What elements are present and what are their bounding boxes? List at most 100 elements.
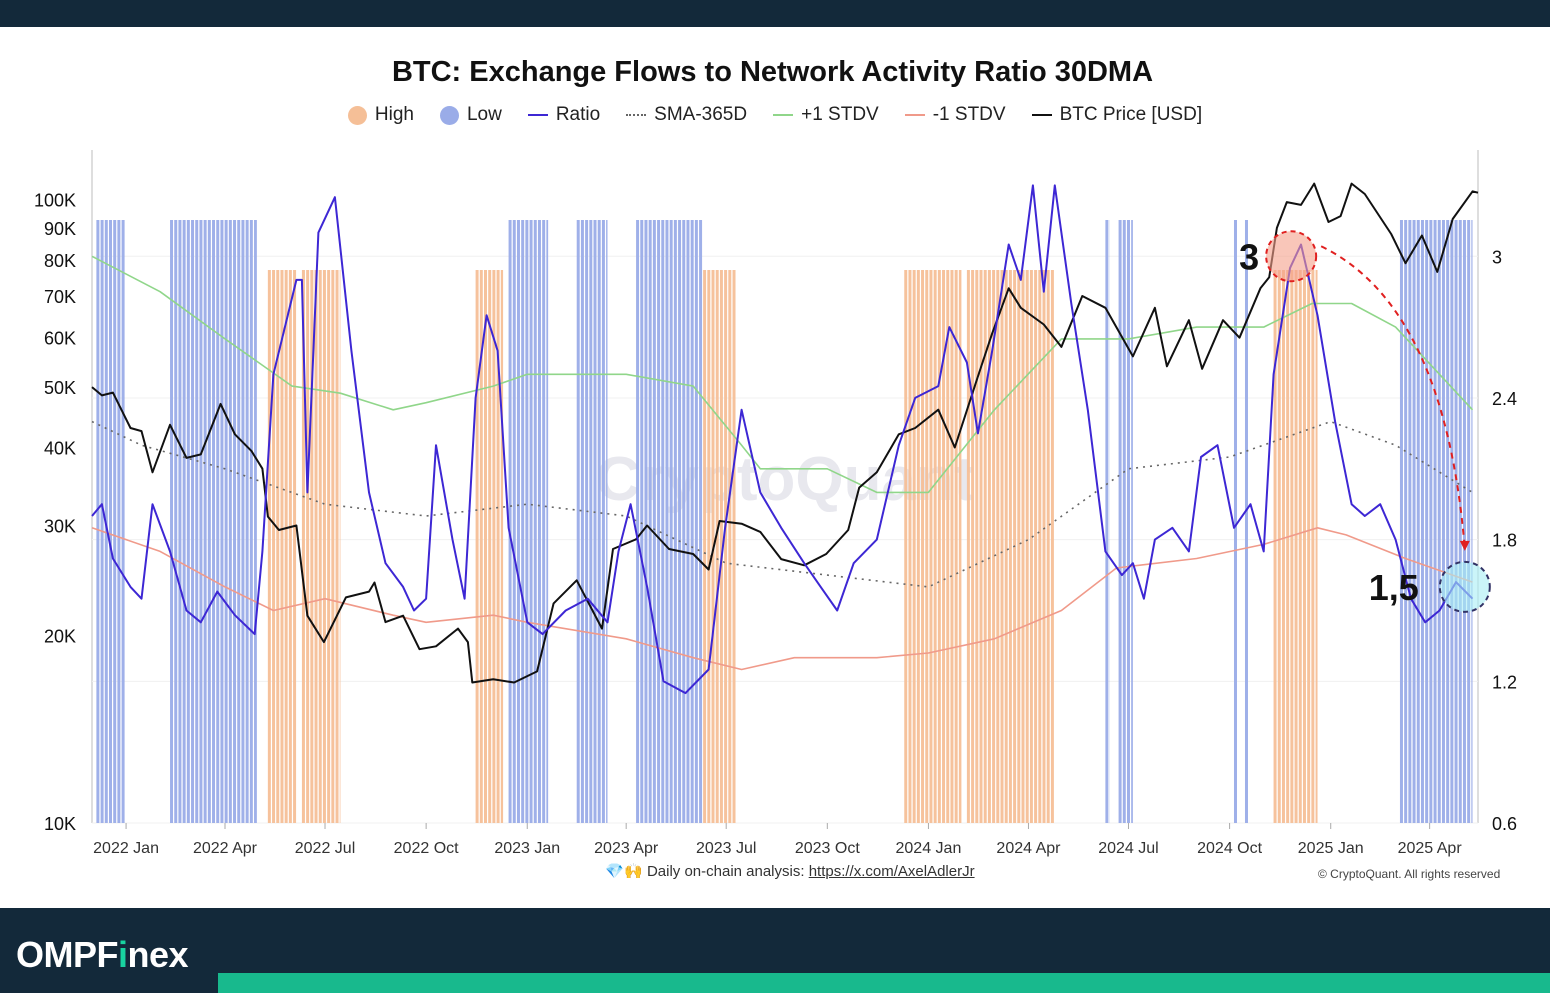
band-stripe — [272, 270, 276, 823]
y-left-tick-label: 80K — [44, 251, 76, 271]
band-stripe — [1412, 220, 1416, 823]
annotation-circle — [1265, 230, 1318, 283]
series-line-sma-365d — [91, 420, 1473, 588]
band-stripe — [1038, 270, 1042, 823]
band-stripe — [912, 270, 916, 823]
band-stripe — [301, 270, 305, 823]
band-low — [1399, 220, 1473, 823]
band-stripe — [1244, 220, 1248, 823]
band-low — [636, 220, 703, 823]
band-stripe — [525, 220, 529, 823]
x-tick-label: 2024 Oct — [1197, 840, 1262, 857]
bottom-accent-bar — [218, 973, 1550, 993]
band-stripe — [293, 270, 297, 823]
band-stripe — [576, 220, 580, 823]
band-stripe — [580, 220, 584, 823]
band-stripe — [1017, 270, 1021, 823]
band-stripe — [191, 220, 195, 823]
legend-item--1-stdv[interactable]: -1 STDV — [904, 104, 1006, 126]
band-stripe — [1462, 220, 1466, 823]
band-stripe — [249, 220, 253, 823]
footer-link[interactable]: https://x.com/AxelAdlerJr — [808, 863, 975, 880]
band-stripe — [542, 220, 546, 823]
band-stripe — [1286, 270, 1290, 823]
band-stripe — [1454, 220, 1458, 823]
band-stripe — [707, 270, 711, 823]
brand-logo[interactable]: OMPFinex — [16, 934, 189, 976]
band-stripe — [306, 270, 310, 823]
x-tick-label: 2025 Jan — [1298, 840, 1364, 857]
band-stripe — [1131, 220, 1133, 823]
band-stripe — [1446, 220, 1450, 823]
y-left-tick-label: 30K — [44, 516, 76, 536]
annotation-label: 3 — [1239, 236, 1259, 277]
legend-item-high[interactable]: High — [347, 104, 414, 126]
legend-item--1-stdv[interactable]: +1 STDV — [773, 104, 879, 126]
band-stripe — [966, 270, 970, 823]
legend-swatch — [347, 105, 367, 125]
band-low — [1233, 220, 1237, 823]
band-stripe — [652, 220, 656, 823]
band-stripe — [1471, 220, 1473, 823]
band-stripe — [479, 270, 483, 823]
band-stripe — [327, 270, 331, 823]
band-low — [1105, 220, 1110, 823]
series-line-ratio — [91, 184, 1474, 695]
y-left-tick-label: 90K — [44, 219, 76, 239]
y-right-tick-label: 1.2 — [1492, 672, 1517, 692]
series-line--1-stdv — [91, 255, 1474, 494]
band-stripe — [1021, 270, 1025, 823]
band-high — [904, 270, 962, 823]
band-stripe — [488, 270, 492, 823]
band-stripe — [1000, 270, 1004, 823]
band-stripe — [942, 270, 946, 823]
band-stripe — [996, 270, 1000, 823]
y-left-tick-label: 50K — [44, 378, 76, 398]
legend-item-sma-365d[interactable]: SMA-365D — [626, 104, 747, 126]
band-stripe — [512, 220, 516, 823]
band-low — [170, 220, 257, 823]
x-tick-label: 2022 Jan — [93, 840, 159, 857]
band-stripe — [916, 270, 920, 823]
legend-item-btc-price-usd-[interactable]: BTC Price [USD] — [1031, 104, 1202, 126]
annotation-arrow — [1320, 245, 1466, 549]
band-high — [475, 270, 504, 823]
band-stripe — [318, 270, 322, 823]
band-stripe — [121, 220, 125, 823]
band-stripe — [1307, 270, 1311, 823]
band-stripe — [280, 270, 284, 823]
band-stripe — [933, 270, 937, 823]
legend-item-low[interactable]: Low — [439, 104, 502, 126]
band-stripe — [237, 220, 241, 823]
band-stripe — [228, 220, 232, 823]
band-stripe — [992, 270, 996, 823]
footer-prefix: 💎🙌 Daily on-chain analysis: — [605, 863, 809, 880]
band-stripe — [1315, 270, 1318, 823]
band-stripe — [1042, 270, 1046, 823]
band-stripe — [593, 220, 597, 823]
x-tick-label: 2022 Jul — [295, 840, 356, 857]
band-stripe — [199, 220, 203, 823]
band-stripe — [108, 220, 112, 823]
band-stripe — [537, 220, 541, 823]
band-stripe — [987, 270, 991, 823]
band-stripe — [971, 270, 975, 823]
band-low — [96, 220, 125, 823]
band-stripe — [665, 220, 669, 823]
band-stripe — [1281, 270, 1285, 823]
band-high — [966, 270, 1054, 823]
band-stripe — [589, 220, 593, 823]
band-stripe — [1399, 220, 1403, 823]
band-stripe — [546, 220, 549, 823]
logo-part-2: nex — [127, 934, 189, 975]
band-stripe — [267, 270, 271, 823]
band-stripe — [673, 220, 677, 823]
band-stripe — [195, 220, 199, 823]
band-stripe — [220, 220, 224, 823]
band-stripe — [1118, 220, 1122, 823]
band-stripe — [958, 270, 962, 823]
band-high — [267, 270, 297, 823]
band-stripe — [207, 220, 211, 823]
legend-item-ratio[interactable]: Ratio — [527, 104, 600, 126]
